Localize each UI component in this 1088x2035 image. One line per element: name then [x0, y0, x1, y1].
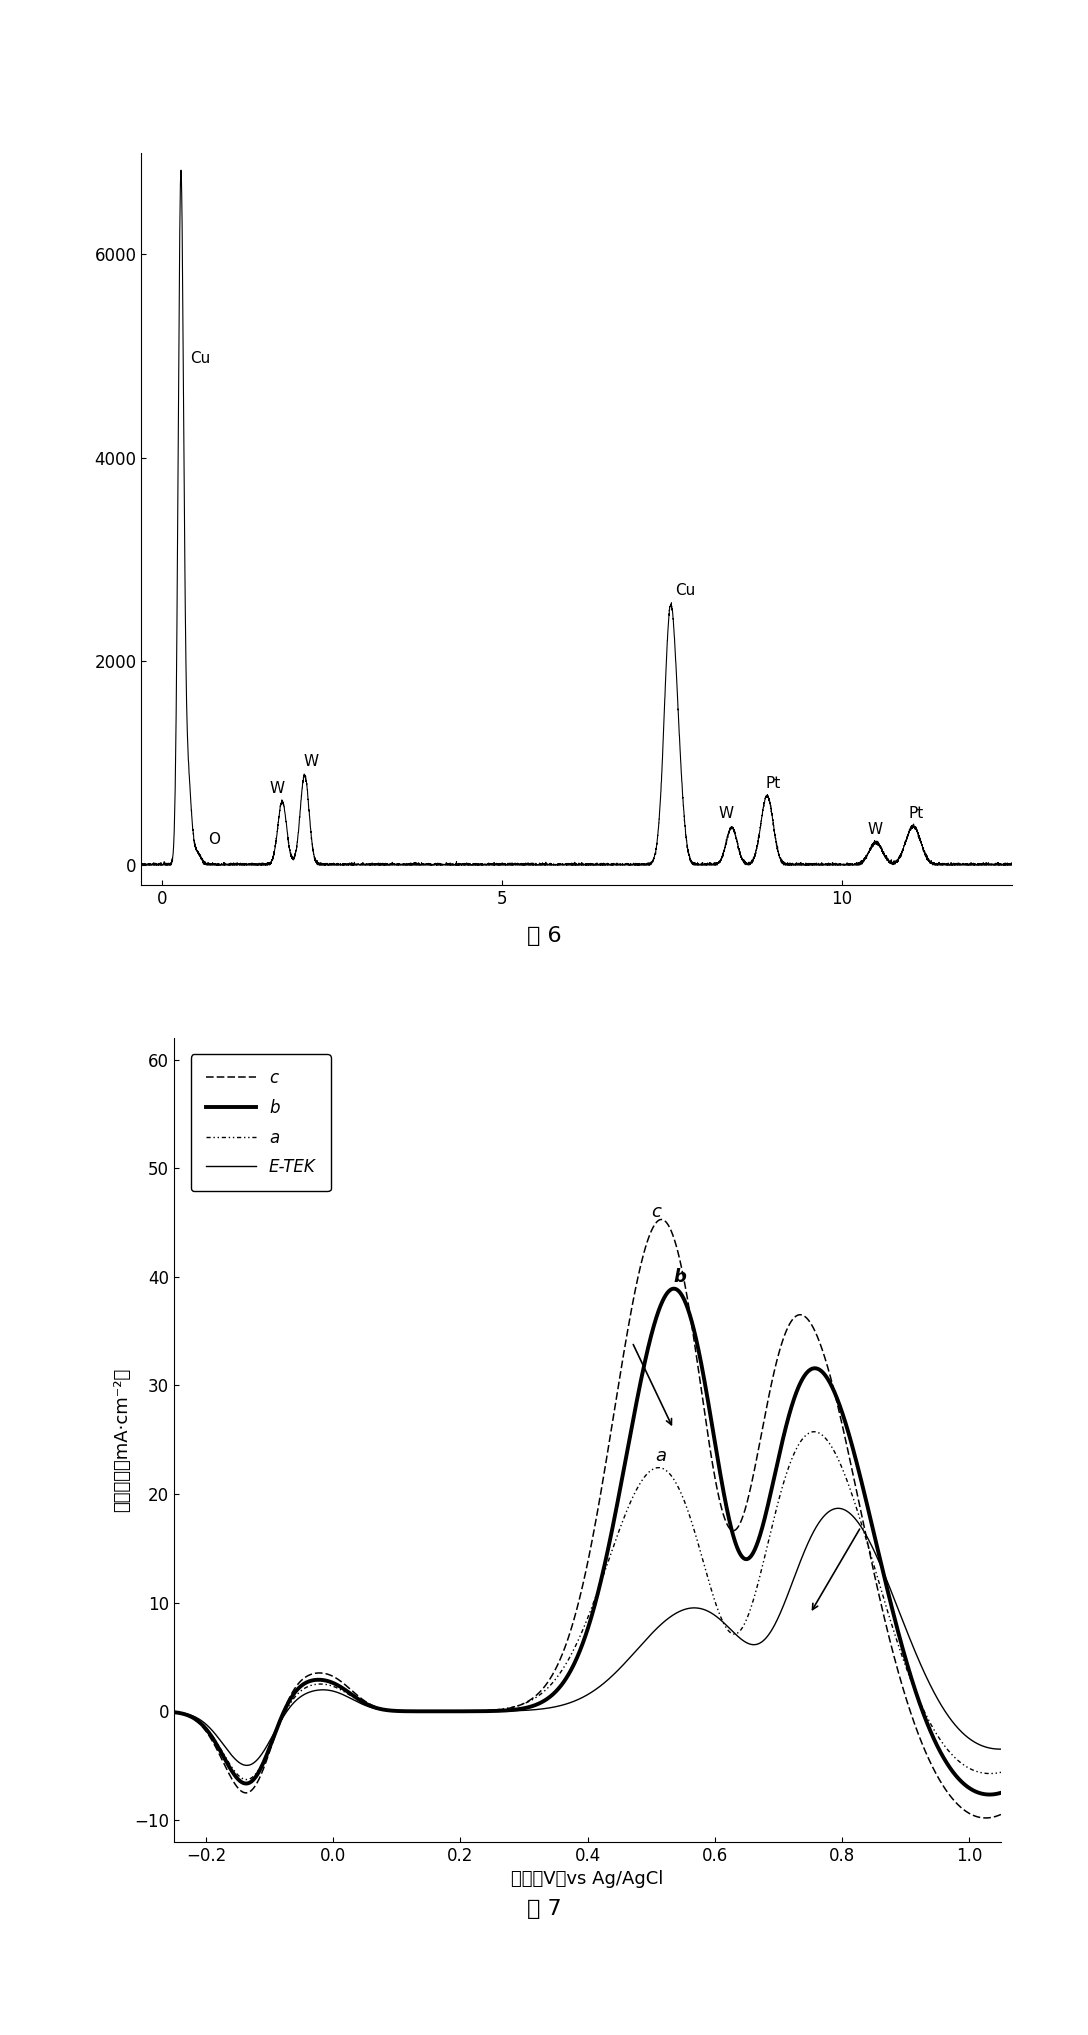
Text: b: b	[673, 1268, 687, 1286]
Text: c: c	[652, 1203, 662, 1221]
Text: Cu: Cu	[190, 352, 211, 366]
Legend: c, b, a, E-TEK: c, b, a, E-TEK	[190, 1054, 331, 1190]
Text: Pt: Pt	[766, 775, 781, 792]
Text: O: O	[208, 832, 220, 847]
Y-axis label: 电流密度（mA·cm⁻²）: 电流密度（mA·cm⁻²）	[113, 1368, 132, 1512]
Text: W: W	[269, 781, 284, 796]
Text: W: W	[718, 806, 733, 820]
Text: W: W	[304, 755, 319, 769]
Text: a: a	[655, 1447, 666, 1465]
X-axis label: 电压（V）vs Ag/AgCl: 电压（V）vs Ag/AgCl	[511, 1870, 664, 1888]
Text: 图 6: 图 6	[527, 926, 561, 946]
Text: W: W	[868, 822, 882, 838]
Text: Pt: Pt	[908, 806, 924, 820]
Text: 图 7: 图 7	[527, 1899, 561, 1919]
Text: Cu: Cu	[676, 584, 695, 598]
